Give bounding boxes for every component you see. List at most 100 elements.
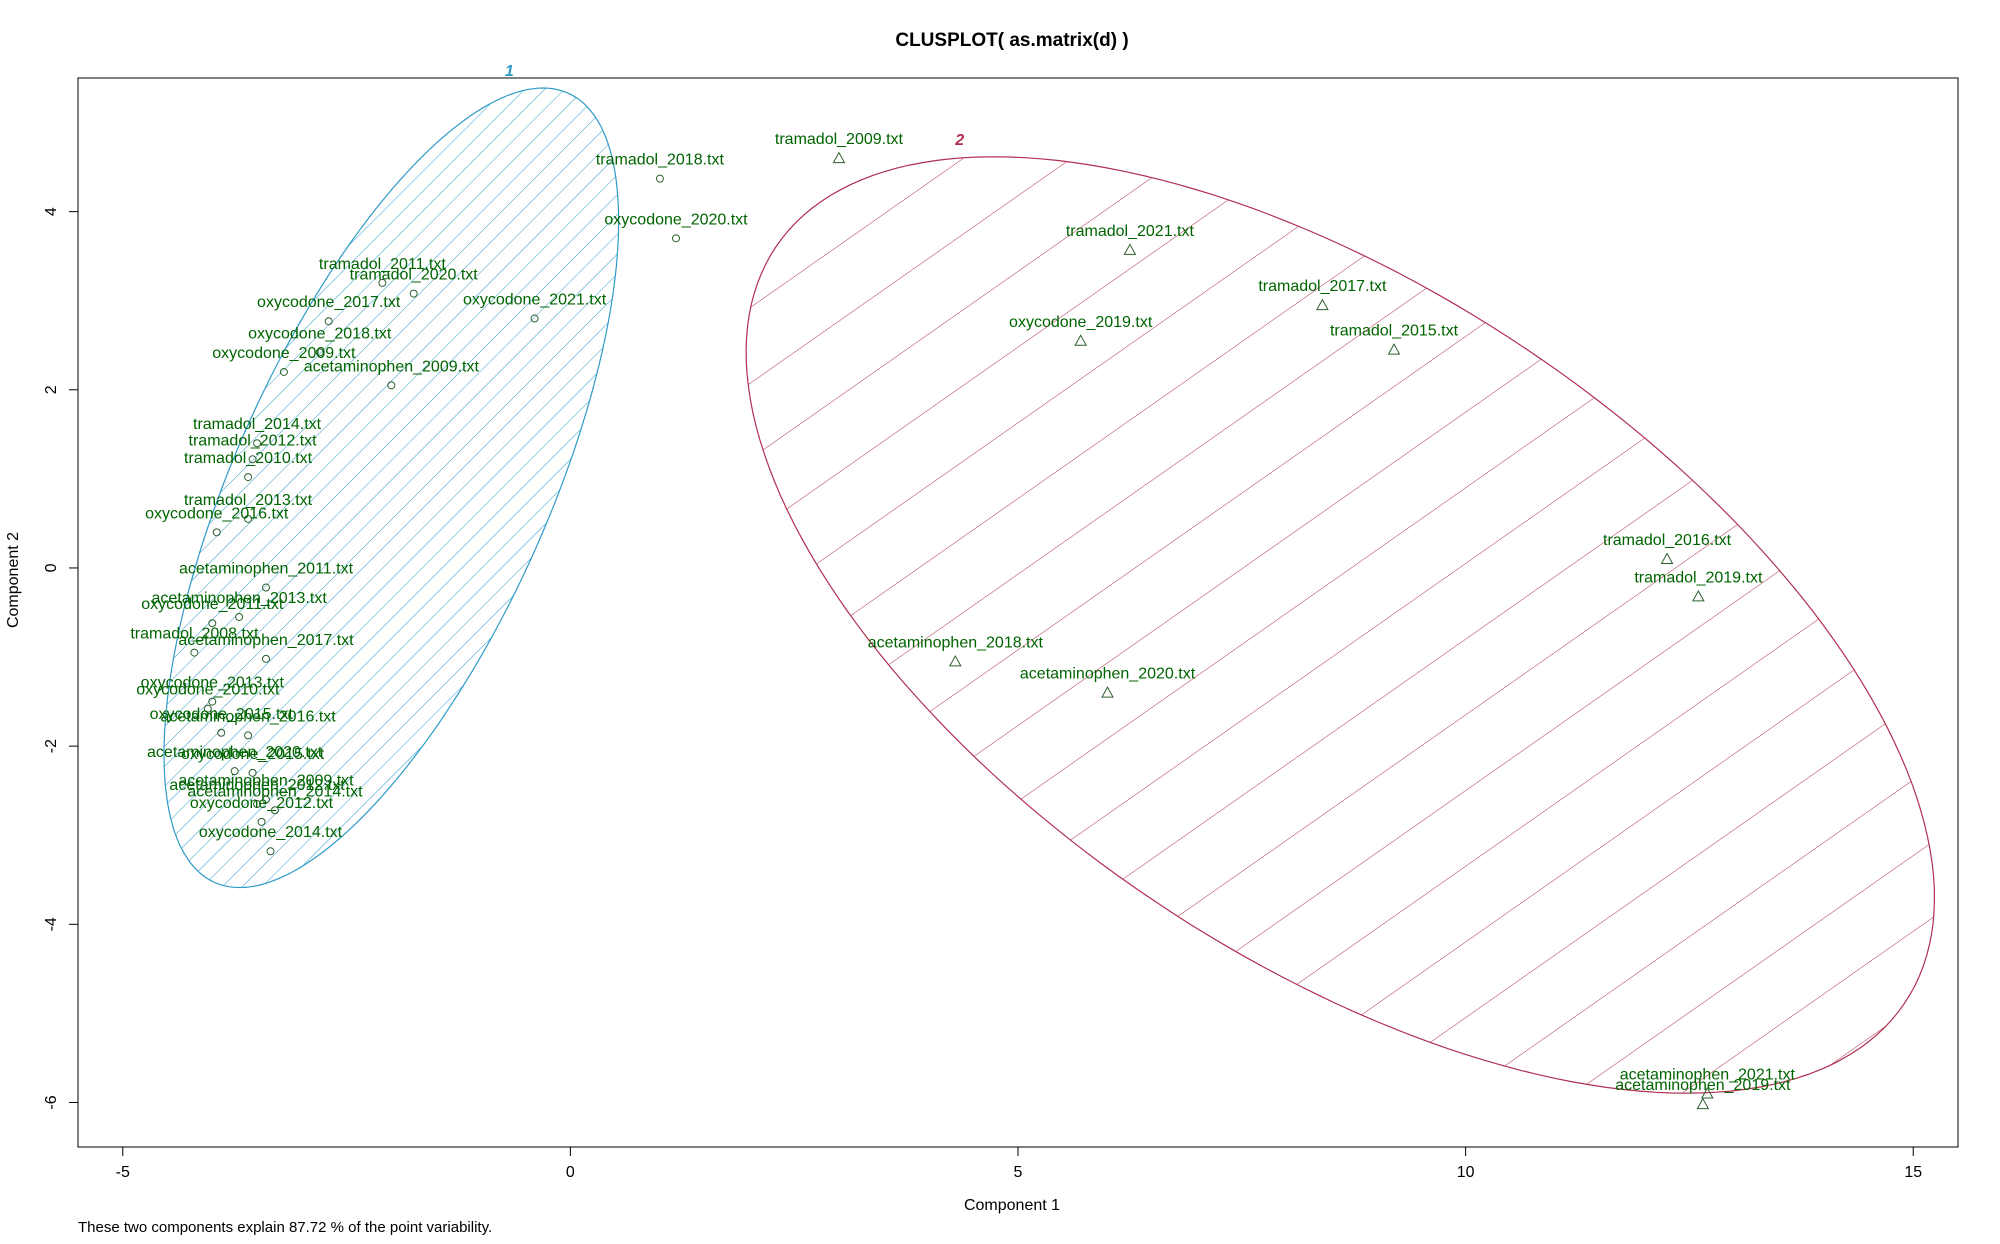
data-point	[257, 817, 266, 826]
data-point	[208, 697, 217, 706]
chart-title: CLUSPLOT( as.matrix(d) )	[895, 30, 1128, 51]
data-point	[324, 317, 333, 326]
data-point	[212, 528, 221, 537]
data-point	[253, 439, 262, 448]
data-point	[248, 455, 257, 464]
data-point	[266, 847, 275, 856]
point-label: acetaminophen_2013.txt	[152, 590, 328, 607]
data-point	[253, 800, 262, 809]
point-label: acetaminophen_2020.txt	[1020, 666, 1196, 683]
y-tick-label: 0	[43, 563, 60, 572]
data-point	[832, 151, 846, 164]
point-label: oxycodone_2009.txt	[212, 345, 356, 362]
point-label: acetaminophen_2017.txt	[178, 632, 354, 649]
point-label: tramadol_2018.txt	[596, 152, 725, 169]
data-point	[672, 234, 681, 243]
point-label: oxycodone_2014.txt	[199, 824, 343, 841]
data-point	[1660, 552, 1674, 564]
y-tick-label: 2	[43, 385, 60, 394]
x-tick-label: -5	[116, 1164, 130, 1181]
data-point	[262, 583, 270, 592]
point-label: tramadol_2020.txt	[350, 267, 479, 284]
data-point	[1074, 334, 1088, 346]
data-point	[530, 314, 539, 323]
point-label: oxycodone_2012.txt	[190, 795, 334, 812]
point-label: acetaminophen_2012.txt	[169, 777, 345, 794]
point-label: oxycodone_2016.txt	[145, 505, 289, 522]
variability-footnote: These two components explain 87.72 % of …	[78, 1219, 492, 1236]
data-point	[387, 381, 396, 390]
cluster-1-label: 1	[505, 63, 514, 80]
point-label: acetaminophen_2014.txt	[187, 783, 363, 800]
point-label: tramadol_2014.txt	[193, 416, 322, 433]
point-label: tramadol_2015.txt	[1330, 323, 1459, 340]
point-label: tramadol_2013.txt	[184, 492, 313, 509]
data-point	[409, 289, 418, 298]
cluster-2-label: 2	[954, 132, 964, 149]
point-label: acetaminophen_2016.txt	[160, 708, 336, 725]
y-tick-label: -4	[43, 917, 60, 931]
data-point	[1101, 686, 1114, 698]
x-axis-title: Component 1	[964, 1197, 1060, 1214]
cluster-2-ellipse	[745, 156, 1936, 1094]
data-point	[235, 612, 244, 621]
point-label: oxycodone_2010.txt	[136, 682, 280, 699]
point-label: acetaminophen_2020.txt	[147, 744, 323, 761]
point-label: oxycodone_2011.txt	[141, 596, 284, 613]
point-label: oxycodone_2020.txt	[604, 211, 748, 228]
y-tick-label: 4	[43, 207, 60, 216]
x-tick-label: 15	[1904, 1164, 1922, 1181]
data-point	[230, 767, 239, 776]
data-point	[1700, 1087, 1714, 1099]
data-point	[1123, 243, 1137, 255]
data-point	[1316, 298, 1329, 311]
data-point	[270, 806, 279, 815]
data-point	[315, 348, 324, 357]
data-point	[1692, 589, 1705, 602]
point-label: tramadol_2016.txt	[1603, 532, 1732, 549]
data-point	[1387, 343, 1401, 355]
point-label: acetaminophen_2011.txt	[179, 561, 354, 578]
x-tick-label: 0	[566, 1164, 575, 1181]
point-label: acetaminophen_2009.txt	[304, 358, 480, 375]
data-point	[248, 768, 257, 777]
data-point	[203, 704, 212, 713]
point-label: oxycodone_2013.txt	[141, 675, 285, 692]
point-label: oxycodone_2021.txt	[463, 292, 607, 309]
point-label: tramadol_2010.txt	[184, 450, 313, 467]
point-label: tramadol_2019.txt	[1634, 569, 1763, 586]
point-label: tramadol_2011.txt	[319, 256, 446, 273]
data-point	[1696, 1097, 1710, 1110]
data-point	[244, 731, 253, 740]
data-point	[217, 728, 226, 737]
data-point	[244, 514, 253, 523]
point-label: acetaminophen_2009.txt	[178, 773, 354, 790]
point-label: tramadol_2009.txt	[775, 131, 904, 148]
data-point	[655, 174, 664, 183]
point-label: tramadol_2021.txt	[1066, 223, 1195, 240]
data-point	[378, 278, 387, 287]
data-point	[262, 654, 270, 663]
data-point	[948, 654, 962, 667]
data-point	[190, 648, 199, 657]
cluster-1-ellipse	[163, 87, 620, 889]
point-label: acetaminophen_2019.txt	[1615, 1077, 1791, 1094]
point-label: acetaminophen_2018.txt	[868, 634, 1044, 651]
data-point	[279, 367, 288, 376]
y-tick-label: -6	[43, 1095, 60, 1109]
point-label: tramadol_2012.txt	[189, 432, 318, 449]
point-label: tramadol_2008.txt	[130, 626, 259, 643]
point-label: oxycodone_2015.txt	[150, 706, 294, 723]
point-label: oxycodone_2018.txt	[248, 325, 392, 342]
data-point	[208, 619, 217, 628]
point-label: acetaminophen_2021.txt	[1620, 1067, 1796, 1084]
point-label: oxycodone_2015.txt	[181, 746, 325, 763]
point-label: oxycodone_2017.txt	[257, 294, 401, 311]
x-tick-label: 10	[1457, 1164, 1475, 1181]
y-axis-title: Component 2	[5, 532, 22, 628]
y-tick-label: -2	[43, 739, 60, 753]
data-point	[244, 473, 253, 482]
x-tick-label: 5	[1014, 1164, 1023, 1181]
point-label: oxycodone_2019.txt	[1009, 314, 1153, 331]
